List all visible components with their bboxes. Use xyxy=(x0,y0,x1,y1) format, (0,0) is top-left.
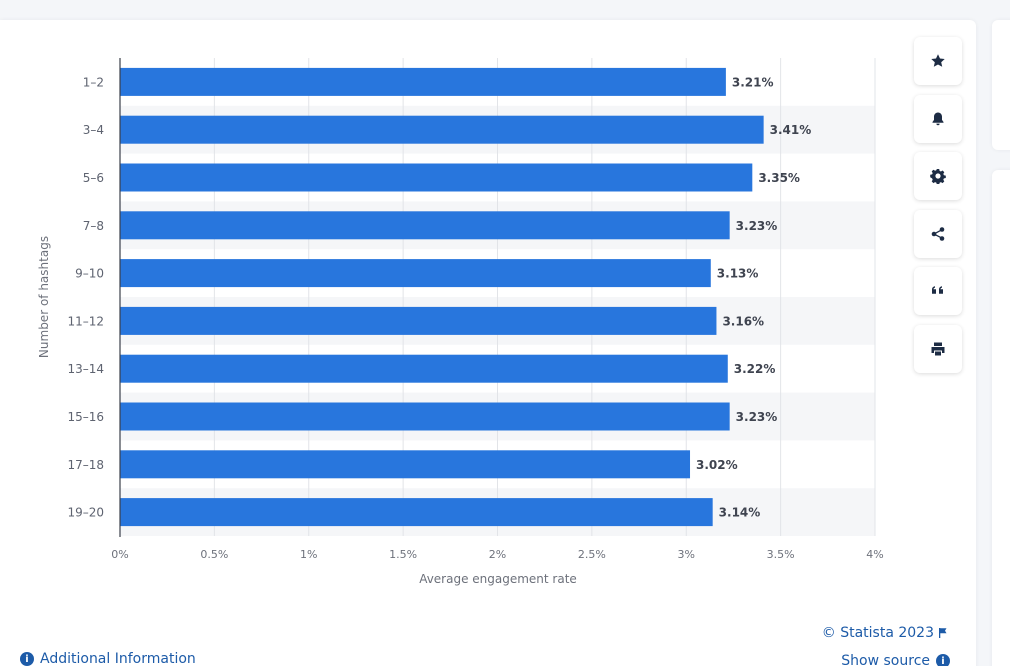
x-tick-labels: 0% 0.5% 1% 1.5% 2% 2.5% 3% 3.5% 4% xyxy=(111,548,883,561)
category-label: 17–18 xyxy=(67,458,104,472)
x-tick-label: 0% xyxy=(111,548,128,561)
bar-chart: 3.21% 3.41% 3.35% 3.23% 3.13% 3.16% 3.22% 3.23%… xyxy=(37,58,884,586)
statista-credit[interactable]: © Statista 2023 xyxy=(822,625,948,641)
data-label: 3.13% xyxy=(717,267,759,281)
x-tick-label: 0.5% xyxy=(200,548,228,561)
x-tick-label: 2% xyxy=(489,548,506,561)
bar[interactable] xyxy=(120,354,728,383)
data-label: 3.35% xyxy=(758,171,800,185)
data-label: 3.02% xyxy=(696,458,738,472)
additional-information-text: Additional Information xyxy=(40,651,196,666)
bar[interactable] xyxy=(120,498,713,527)
category-label: 15–16 xyxy=(67,410,104,424)
x-tick-label: 4% xyxy=(866,548,883,561)
category-label: 1–2 xyxy=(83,75,104,89)
category-label: 3–4 xyxy=(83,123,104,137)
x-axis-title: Average engagement rate xyxy=(419,572,577,586)
bell-icon xyxy=(932,112,944,125)
show-source-text: Show source xyxy=(841,653,930,666)
data-label: 3.23% xyxy=(736,219,778,233)
share-button[interactable] xyxy=(914,209,962,258)
bar[interactable] xyxy=(120,402,730,431)
settings-button[interactable] xyxy=(914,152,962,200)
star-icon xyxy=(931,54,945,67)
cite-button[interactable] xyxy=(914,267,962,315)
side-panel-top xyxy=(992,20,1010,150)
side-panel-bottom xyxy=(992,170,1010,666)
y-axis-title: Number of hashtags xyxy=(37,236,51,358)
x-tick-label: 1% xyxy=(300,548,317,561)
bar[interactable] xyxy=(120,115,764,144)
info-icon: i xyxy=(20,652,34,666)
y-tick-labels: 1–2 3–4 5–6 7–8 9–10 11–12 13–14 15–16 17–18 19–2… xyxy=(67,75,104,519)
printer-icon xyxy=(931,342,945,355)
data-labels: 3.21% 3.41% 3.35% 3.23% 3.13% 3.16% 3.22% 3.23%… xyxy=(696,75,811,519)
bar[interactable] xyxy=(120,306,717,335)
quote-icon xyxy=(932,286,943,294)
favorite-button[interactable] xyxy=(914,37,962,85)
chart-toolbar xyxy=(914,37,962,382)
data-label: 3.21% xyxy=(732,75,774,89)
notify-button[interactable] xyxy=(914,94,962,143)
x-tick-label: 3% xyxy=(678,548,695,561)
bars xyxy=(120,67,764,527)
share-icon xyxy=(931,226,945,241)
category-label: 11–12 xyxy=(67,314,104,328)
bar[interactable] xyxy=(120,163,753,192)
x-tick-label: 1.5% xyxy=(389,548,417,561)
category-label: 5–6 xyxy=(83,171,104,185)
additional-information-link[interactable]: i Additional Information xyxy=(20,651,196,666)
bar[interactable] xyxy=(120,67,726,96)
credit-text: © Statista 2023 xyxy=(821,625,934,641)
category-label: 7–8 xyxy=(83,219,104,233)
bar[interactable] xyxy=(120,450,691,479)
data-label: 3.41% xyxy=(770,123,812,137)
category-label: 13–14 xyxy=(67,362,104,376)
print-button[interactable] xyxy=(914,324,962,373)
data-label: 3.22% xyxy=(734,362,776,376)
data-label: 3.16% xyxy=(722,314,764,328)
info-icon: i xyxy=(936,654,950,666)
gear-icon xyxy=(930,169,946,184)
bar[interactable] xyxy=(120,259,711,288)
x-tick-label: 3.5% xyxy=(767,548,795,561)
x-tick-label: 2.5% xyxy=(578,548,606,561)
show-source-link[interactable]: Show source i xyxy=(841,653,950,666)
category-label: 19–20 xyxy=(67,506,104,520)
data-label: 3.23% xyxy=(736,410,778,424)
category-label: 9–10 xyxy=(75,267,104,281)
data-label: 3.14% xyxy=(719,506,761,520)
flag-icon xyxy=(939,628,947,638)
bar[interactable] xyxy=(120,211,730,240)
